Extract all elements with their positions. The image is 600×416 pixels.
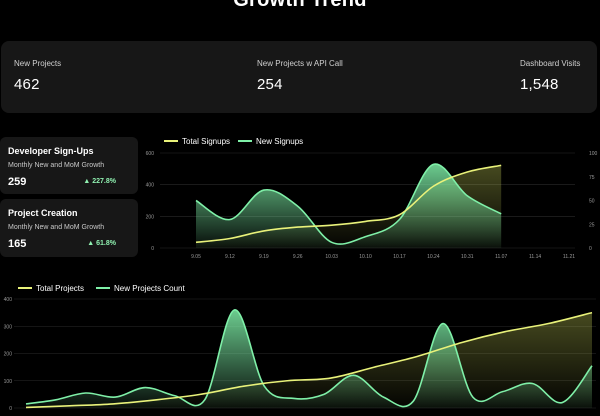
stat-label: Dashboard Visits — [520, 59, 581, 68]
chart1-x-tick: 9.05 — [191, 254, 201, 260]
chart1-x-tick: 10.10 — [359, 254, 372, 260]
chart1-x-tick: 10.24 — [427, 254, 440, 260]
chart2-y-tick: 300 — [4, 324, 13, 330]
chart1-legend-total-signups-label: Total Signups — [182, 137, 230, 146]
chart1-y-right-tick: 50 — [589, 199, 595, 205]
chart2-y-tick: 100 — [4, 379, 13, 385]
chart1-new-signups-line — [195, 163, 502, 245]
chart2-legend-total-projects-label: Total Projects — [36, 284, 84, 293]
stat-new-projects-api: New Projects w API Call 254 — [257, 59, 343, 93]
chart2-legend-new-projects-label: New Projects Count — [114, 284, 185, 293]
chart1-y-right-tick: 25 — [589, 222, 595, 228]
chart1-y-right-tick: 75 — [589, 175, 595, 181]
card-subtitle: Monthly New and MoM Growth — [8, 224, 105, 231]
card-title: Project Creation — [8, 208, 78, 218]
stat-label: New Projects — [14, 59, 62, 68]
chart1-x-tick: 10.17 — [393, 254, 406, 260]
chart1-x-tick: 9.26 — [293, 254, 303, 260]
card-subtitle: Monthly New and MoM Growth — [8, 162, 105, 169]
chart2-new-projects-line — [25, 309, 593, 408]
chart1-x-tick: 9.12 — [225, 254, 235, 260]
chart2-y-tick: 200 — [4, 352, 13, 358]
chart1-total-signups-line — [195, 164, 502, 244]
chart1-y-right-tick: 0 — [589, 246, 592, 252]
chart1-x-tick: 10.31 — [461, 254, 474, 260]
chart1-x-tick: 9.19 — [259, 254, 269, 260]
growth-badge: ▲ 61.8% — [87, 240, 116, 247]
stat-label: New Projects w API Call — [257, 59, 343, 68]
chart1-x-tick: 11.21 — [563, 254, 575, 260]
chart1-y-left-tick: 400 — [146, 183, 155, 189]
chart1-new-signups-area — [196, 164, 502, 248]
chart1-x-tick: 11.14 — [529, 254, 541, 260]
chart2-total-projects-line — [25, 311, 593, 409]
card-value: 259 — [8, 176, 27, 188]
chart1-x-tick: 10.03 — [325, 254, 338, 260]
stat-value: 462 — [14, 76, 40, 93]
growth-badge: ▲ 227.8% — [83, 178, 116, 185]
chart1-y-right-tick: 100 — [589, 151, 598, 157]
stat-dashboard-visits: Dashboard Visits 1,548 — [520, 59, 580, 93]
chart1-y-left-tick: 0 — [151, 246, 154, 252]
chart2-y-tick: 400 — [4, 297, 13, 303]
project-creation-card: Project Creation Monthly New and MoM Gro… — [0, 199, 138, 257]
stats-panel: New Projects 462 New Projects w API Call… — [1, 41, 597, 113]
stat-value: 254 — [257, 76, 283, 93]
stat-new-projects: New Projects 462 — [14, 59, 61, 93]
chart1-x-tick: 11.07 — [495, 254, 507, 260]
card-value: 165 — [8, 238, 27, 250]
card-title: Developer Sign-Ups — [8, 146, 94, 156]
stat-value: 1,548 — [520, 76, 559, 93]
chart1-y-left-tick: 600 — [146, 151, 155, 157]
developer-signups-card: Developer Sign-Ups Monthly New and MoM G… — [0, 137, 138, 194]
page-title: Growth Trend — [233, 0, 367, 11]
chart1-legend-new-signups-label: New Signups — [256, 137, 303, 146]
chart2-y-tick: 0 — [9, 406, 12, 412]
chart1-y-left-tick: 200 — [146, 214, 155, 220]
